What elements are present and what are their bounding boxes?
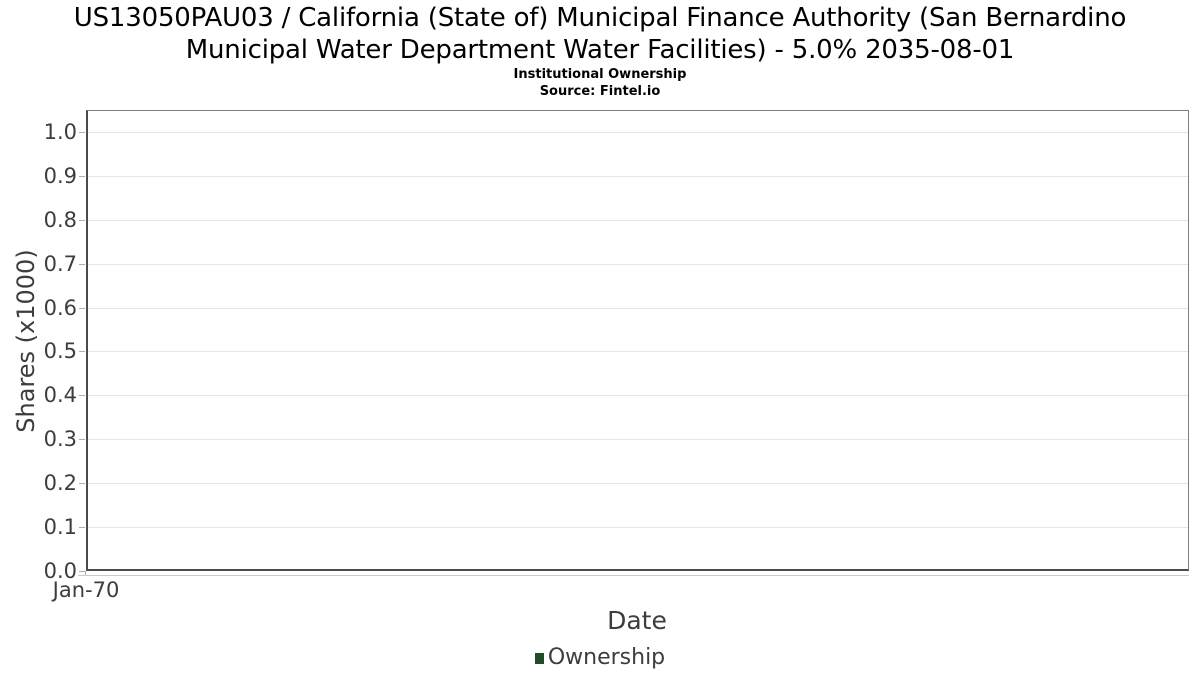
gridline — [88, 307, 1188, 309]
xtick-label: Jan-70 — [52, 578, 120, 602]
ytick-label: 0.6 — [43, 295, 77, 320]
ytick-mark — [79, 308, 85, 309]
ytick-mark — [79, 527, 85, 528]
gridline — [88, 219, 1188, 221]
gridline — [88, 527, 1188, 529]
ytick-mark — [79, 571, 85, 572]
legend: Ownership — [0, 646, 1200, 670]
ytick-label: 0.0 — [43, 559, 77, 583]
ytick-mark — [79, 483, 85, 484]
plot-area — [86, 110, 1189, 571]
gridline — [88, 175, 1188, 177]
ytick-label: 0.2 — [43, 471, 77, 496]
ytick-mark — [79, 132, 85, 133]
gridline — [88, 395, 1188, 397]
gridline — [88, 351, 1188, 353]
legend-label: Ownership — [547, 645, 666, 670]
ytick-label: 0.1 — [43, 515, 77, 540]
ytick-mark — [79, 220, 85, 221]
chart-source-credit: Source: Fintel.io — [539, 84, 661, 99]
ytick-label: 0.3 — [43, 427, 77, 452]
x-axis-underline — [78, 575, 1189, 576]
ytick-label: 1.0 — [43, 119, 77, 144]
ytick-mark — [79, 351, 85, 352]
ytick-mark — [79, 395, 85, 396]
chart-title: US13050PAU03 / California (State of) Mun… — [73, 3, 1127, 65]
chart-subtitle: Institutional Ownership — [513, 67, 687, 82]
gridline — [88, 263, 1188, 265]
gridline — [88, 131, 1188, 133]
ytick-label: 0.5 — [43, 339, 77, 364]
ytick-mark — [79, 176, 85, 177]
ytick-label: 0.8 — [43, 207, 77, 232]
gridline — [88, 439, 1188, 441]
ytick-mark — [79, 264, 85, 265]
ytick-label: 0.7 — [43, 251, 77, 276]
xtick-mark — [85, 571, 86, 576]
ytick-label: 0.9 — [43, 163, 77, 188]
x-axis-title: Date — [607, 606, 667, 635]
ytick-mark — [79, 439, 85, 440]
gridline — [88, 483, 1188, 485]
ytick-label: 0.4 — [43, 383, 77, 408]
legend-swatch-icon — [534, 652, 544, 664]
